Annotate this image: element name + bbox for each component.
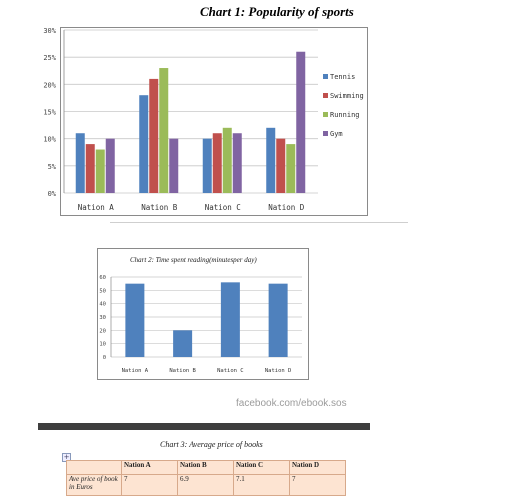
x-tick-label: Nation A (78, 203, 115, 212)
table-row-label: Ave price of book in Euros (66, 474, 122, 496)
y-tick-label: 40 (99, 302, 106, 308)
x-tick-label: Nation B (141, 203, 178, 212)
y-tick-label: 30 (99, 315, 106, 321)
chart1-svg: 0% 5% 10% 15% 20% 25% 30% Nation A Nation B Natio… (43, 27, 364, 212)
bar (286, 144, 296, 193)
y-tick-label: 60 (99, 275, 106, 281)
y-tick-label: 15% (43, 109, 56, 117)
table-header-row: Nation A Nation B Nation C Nation D (66, 460, 346, 475)
bar (139, 95, 149, 193)
legend-swatch (323, 74, 328, 79)
bar (159, 68, 169, 193)
x-tick-label: Nation B (169, 368, 196, 374)
table-header-cell: Nation D (289, 460, 346, 475)
y-tick-label: 30% (43, 27, 56, 35)
price-table: Nation A Nation B Nation C Nation D Ave … (66, 460, 346, 496)
bar (202, 138, 212, 193)
y-tick-label: 10% (43, 136, 56, 144)
watermark: facebook.com/ebook.sos (236, 398, 347, 409)
dark-bar (38, 423, 370, 430)
y-tick-label: 0% (48, 190, 57, 198)
bar (149, 78, 159, 193)
bar (276, 138, 286, 193)
bar (75, 133, 85, 193)
y-tick-label: 50 (99, 288, 106, 294)
legend-label: Gym (330, 130, 343, 138)
y-tick-label: 25% (43, 54, 56, 62)
table-title: Chart 3: Average price of books (160, 440, 263, 449)
table-cell: 7.1 (233, 474, 290, 496)
y-tick-label: 5% (48, 163, 57, 171)
table-cell: 6.9 (177, 474, 234, 496)
table-header-cell: Nation B (177, 460, 234, 475)
bar (173, 330, 193, 357)
chart2-title: Chart 2: Time spent reading(minutesper d… (130, 256, 257, 264)
table-header-cell: Nation C (233, 460, 290, 475)
bar (222, 127, 232, 193)
table-row: Ave price of book in Euros 7 6.9 7.1 7 (66, 474, 346, 496)
table-cell: 7 (121, 474, 178, 496)
table-header-cell (66, 460, 122, 475)
legend-label: Tennis (330, 73, 355, 81)
x-tick-label: Nation D (268, 203, 305, 212)
x-tick-label: Nation C (217, 368, 244, 374)
y-tick-label: 10 (99, 342, 106, 348)
table-cell: 7 (289, 474, 346, 496)
x-tick-label: Nation A (122, 368, 149, 374)
chart1-title: Chart 1: Popularity of sports (200, 4, 354, 19)
x-tick-label: Nation C (205, 203, 241, 212)
x-tick-label: Nation D (265, 368, 292, 374)
y-tick-label: 0 (103, 355, 106, 361)
legend-label: Running (330, 111, 360, 119)
bar (296, 51, 306, 193)
bar (220, 282, 240, 357)
legend-label: Swimming (330, 92, 364, 100)
legend-swatch (323, 93, 328, 98)
y-tick-label: 20% (43, 81, 56, 89)
bar (105, 138, 115, 193)
legend-swatch (323, 112, 328, 117)
bar (85, 144, 95, 193)
chart2-svg: 0 10 20 30 40 50 60 Nation A Nation B Nation C Nat… (99, 275, 302, 374)
bar (268, 283, 288, 357)
table-header-cell: Nation A (121, 460, 178, 475)
bar (169, 138, 179, 193)
bar (212, 133, 222, 193)
bar (95, 149, 105, 193)
legend-swatch (323, 131, 328, 136)
bar (266, 127, 276, 193)
divider (110, 222, 408, 223)
bar (125, 283, 145, 357)
bar (232, 133, 242, 193)
y-tick-label: 20 (99, 328, 106, 334)
